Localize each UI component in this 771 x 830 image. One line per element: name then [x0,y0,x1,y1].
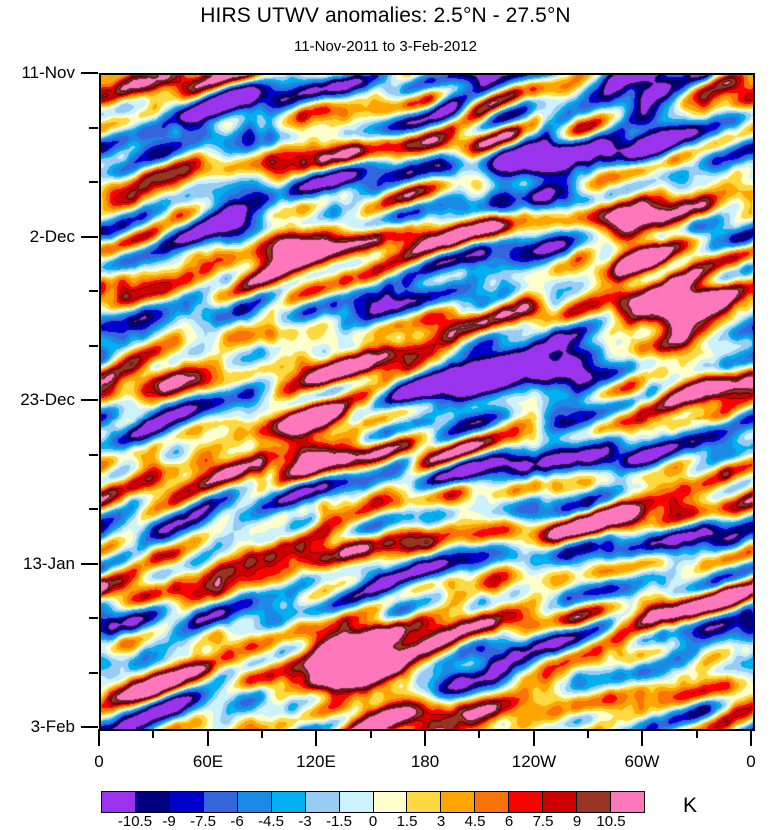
x-tick-minor-4 [587,729,589,738]
y-tick-minor-6 [89,617,98,619]
colorbar-tick-label-13: 9 [572,813,582,830]
y-tick-minor-5 [89,508,98,510]
x-tick-minor-1 [261,729,263,738]
y-tick-major-0 [81,72,98,74]
colorbar-swatch-12 [509,792,544,812]
colorbar-swatch-5 [271,792,306,812]
colorbar-swatch-1 [135,792,170,812]
y-tick-major-2 [81,399,98,401]
x-tick-major-4 [533,729,535,746]
page-title: HIRS UTWV anomalies: 2.5°N - 27.5°N [200,4,571,27]
colorbar-tick-label-5: -3 [298,813,312,830]
x-tick-minor-0 [152,729,154,738]
colorbar-swatch-11 [475,792,510,812]
x-axis-label-3: 180 [410,752,440,771]
colorbar-swatch-10 [441,792,476,812]
hovmoller-contour-field [101,75,753,729]
colorbar-tick-label-1: -9 [162,813,176,830]
page-subtitle: 11-Nov-2011 to 3-Feb-2012 [294,38,477,55]
x-axis-label-1: 60E [192,752,224,771]
y-tick-minor-7 [89,672,98,674]
x-axis-label-5: 60W [624,752,660,771]
y-tick-minor-0 [89,127,98,129]
hovmoller-plot-frame [99,73,755,731]
colorbar-tick-label-10: 4.5 [464,813,486,830]
colorbar-swatch-7 [339,792,374,812]
x-tick-minor-2 [370,729,372,738]
colorbar-tick-label-3: -6 [230,813,244,830]
colorbar-tick-label-4: -4.5 [258,813,284,830]
colorbar-tick-label-2: -7.5 [190,813,216,830]
colorbar-units-label: K [683,794,698,817]
y-tick-major-3 [81,563,98,565]
y-axis-label-1: 2-Dec [29,227,75,246]
colorbar-tick-label-12: 7.5 [532,813,554,830]
y-axis-label-4: 3-Feb [30,717,75,736]
x-tick-major-5 [641,729,643,746]
colorbar-swatch-4 [237,792,272,812]
x-axis-label-4: 120W [511,752,557,771]
colorbar [101,791,645,813]
colorbar-tick-label-11: 6 [504,813,514,830]
x-tick-major-1 [207,729,209,746]
x-tick-major-3 [424,729,426,746]
colorbar-swatch-14 [577,792,612,812]
colorbar-tick-label-6: -1.5 [326,813,352,830]
colorbar-swatch-15 [611,792,644,812]
y-tick-minor-4 [89,454,98,456]
x-tick-minor-5 [696,729,698,738]
colorbar-swatch-0 [102,792,136,812]
x-axis-label-6: 0 [746,752,756,771]
colorbar-tick-label-0: -10.5 [117,813,153,830]
colorbar-swatch-9 [407,792,442,812]
y-tick-minor-2 [89,290,98,292]
colorbar-tick-label-8: 1.5 [396,813,418,830]
colorbar-swatch-8 [373,792,408,812]
x-axis-label-2: 120E [296,752,336,771]
x-axis-label-0: 0 [94,752,104,771]
y-tick-major-1 [81,236,98,238]
y-axis-label-2: 23-Dec [20,390,75,409]
colorbar-swatch-13 [543,792,578,812]
colorbar-tick-label-9: 3 [436,813,446,830]
y-tick-major-4 [81,726,98,728]
y-axis-label-0: 11-Nov [21,63,75,82]
y-axis-label-3: 13-Jan [23,554,75,573]
y-tick-minor-3 [89,345,98,347]
colorbar-swatch-3 [203,792,238,812]
x-tick-major-6 [750,729,752,746]
colorbar-swatch-2 [169,792,204,812]
colorbar-swatch-6 [305,792,340,812]
x-tick-major-0 [98,729,100,746]
colorbar-tick-label-7: 0 [368,813,378,830]
x-tick-minor-3 [478,729,480,738]
y-tick-minor-1 [89,181,98,183]
x-tick-major-2 [315,729,317,746]
colorbar-tick-label-14: 10.5 [596,813,626,830]
